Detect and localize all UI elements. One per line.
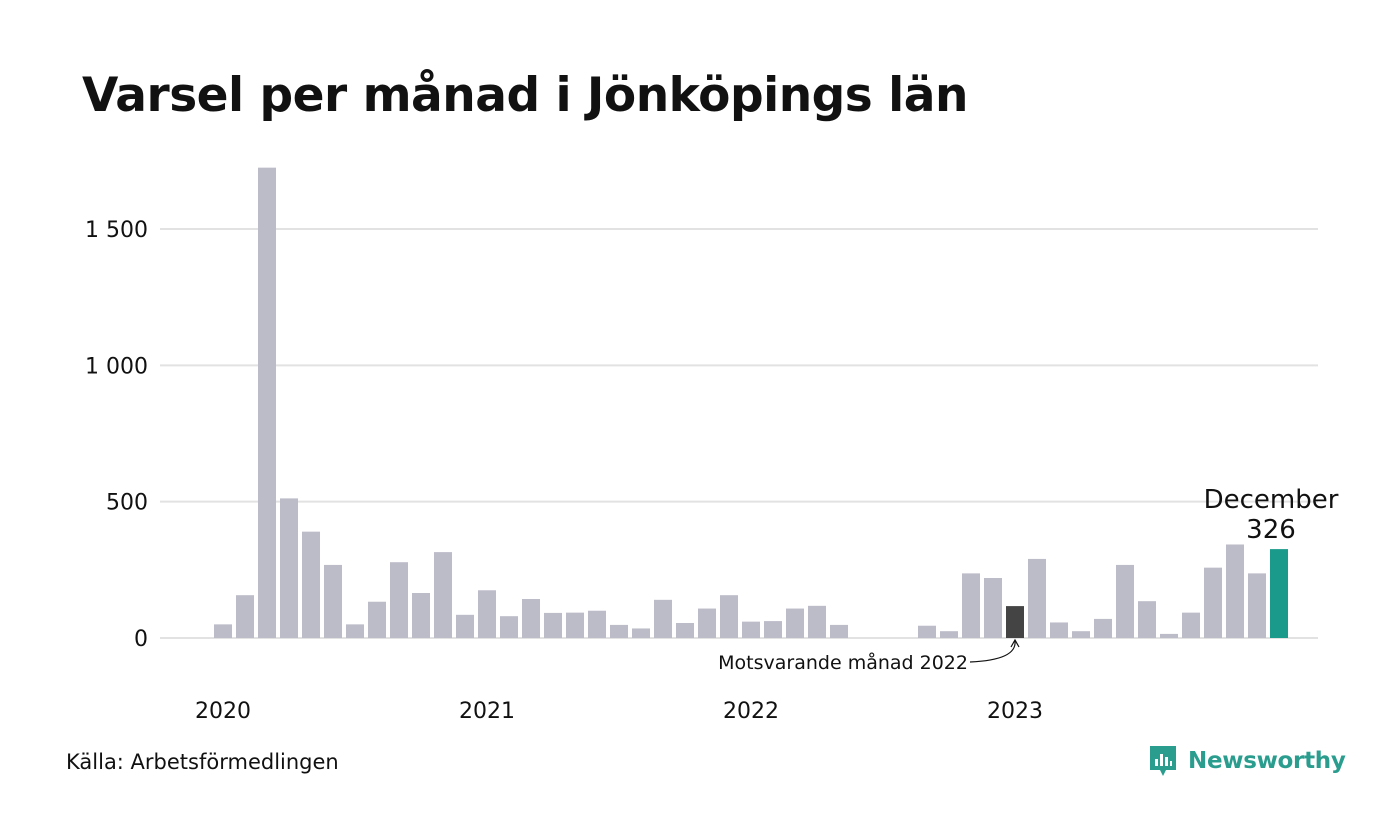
bar xyxy=(236,595,254,638)
bar xyxy=(280,498,298,638)
bar xyxy=(522,599,540,638)
bar xyxy=(1138,601,1156,638)
bar xyxy=(566,612,584,638)
bar xyxy=(962,573,980,638)
bar xyxy=(918,625,936,638)
bar xyxy=(1072,631,1090,638)
chart-title: Varsel per månad i Jönköpings län xyxy=(82,68,968,123)
y-axis-ticks: 0 500 1 000 1 500 xyxy=(85,218,148,652)
bar xyxy=(1248,573,1266,638)
bar xyxy=(720,595,738,638)
y-tick-label: 1 500 xyxy=(85,218,148,243)
x-tick-label: 2023 xyxy=(987,699,1043,724)
bar xyxy=(742,621,760,638)
brand-name: Newsworthy xyxy=(1188,748,1346,774)
previous-month-arrow xyxy=(969,640,1016,663)
bar xyxy=(390,562,408,638)
bar xyxy=(324,564,342,638)
bar xyxy=(676,623,694,638)
bar xyxy=(786,608,804,638)
bar xyxy=(1094,618,1112,638)
bar xyxy=(1050,622,1068,638)
bar xyxy=(412,593,430,638)
bar xyxy=(984,578,1002,638)
annotations: Motsvarande månad 2022 December 326 xyxy=(718,485,1339,674)
current-month-label: December xyxy=(1204,485,1339,515)
bar xyxy=(1204,567,1222,638)
bar-previous-year-month xyxy=(1006,606,1024,638)
bar xyxy=(302,531,320,638)
newsworthy-logo-icon xyxy=(1150,746,1176,776)
previous-month-arrowhead xyxy=(1010,638,1020,648)
bar xyxy=(500,616,518,638)
x-tick-label: 2020 xyxy=(195,699,251,724)
bars xyxy=(214,167,1288,638)
bar xyxy=(456,614,474,638)
x-tick-label: 2021 xyxy=(459,699,515,724)
bar xyxy=(1182,612,1200,638)
bar xyxy=(214,624,232,638)
current-value-label: 326 xyxy=(1246,515,1296,545)
bar xyxy=(368,601,386,638)
bar xyxy=(764,621,782,638)
bar xyxy=(258,167,276,638)
bar xyxy=(346,624,364,638)
bar xyxy=(478,590,496,638)
bar xyxy=(588,610,606,638)
y-tick-label: 1 000 xyxy=(85,354,148,379)
previous-month-label: Motsvarande månad 2022 xyxy=(718,651,968,674)
bar xyxy=(544,612,562,638)
brand-logo[interactable]: Newsworthy xyxy=(1148,744,1346,778)
bar xyxy=(632,628,650,638)
bar xyxy=(940,631,958,638)
bar xyxy=(610,624,628,638)
bar xyxy=(830,624,848,638)
bar xyxy=(434,552,452,638)
bar xyxy=(698,608,716,638)
bar xyxy=(1116,564,1134,638)
bar-current-month xyxy=(1270,549,1288,638)
bar xyxy=(1226,544,1244,638)
bar xyxy=(1028,558,1046,638)
bar xyxy=(808,605,826,638)
x-axis-ticks: 2020 2021 2022 2023 xyxy=(195,699,1043,724)
y-tick-label: 500 xyxy=(106,491,148,516)
x-tick-label: 2022 xyxy=(723,699,779,724)
y-tick-label: 0 xyxy=(134,627,148,652)
bar xyxy=(654,599,672,638)
source-note: Källa: Arbetsförmedlingen xyxy=(66,750,339,774)
bar xyxy=(1160,633,1178,638)
